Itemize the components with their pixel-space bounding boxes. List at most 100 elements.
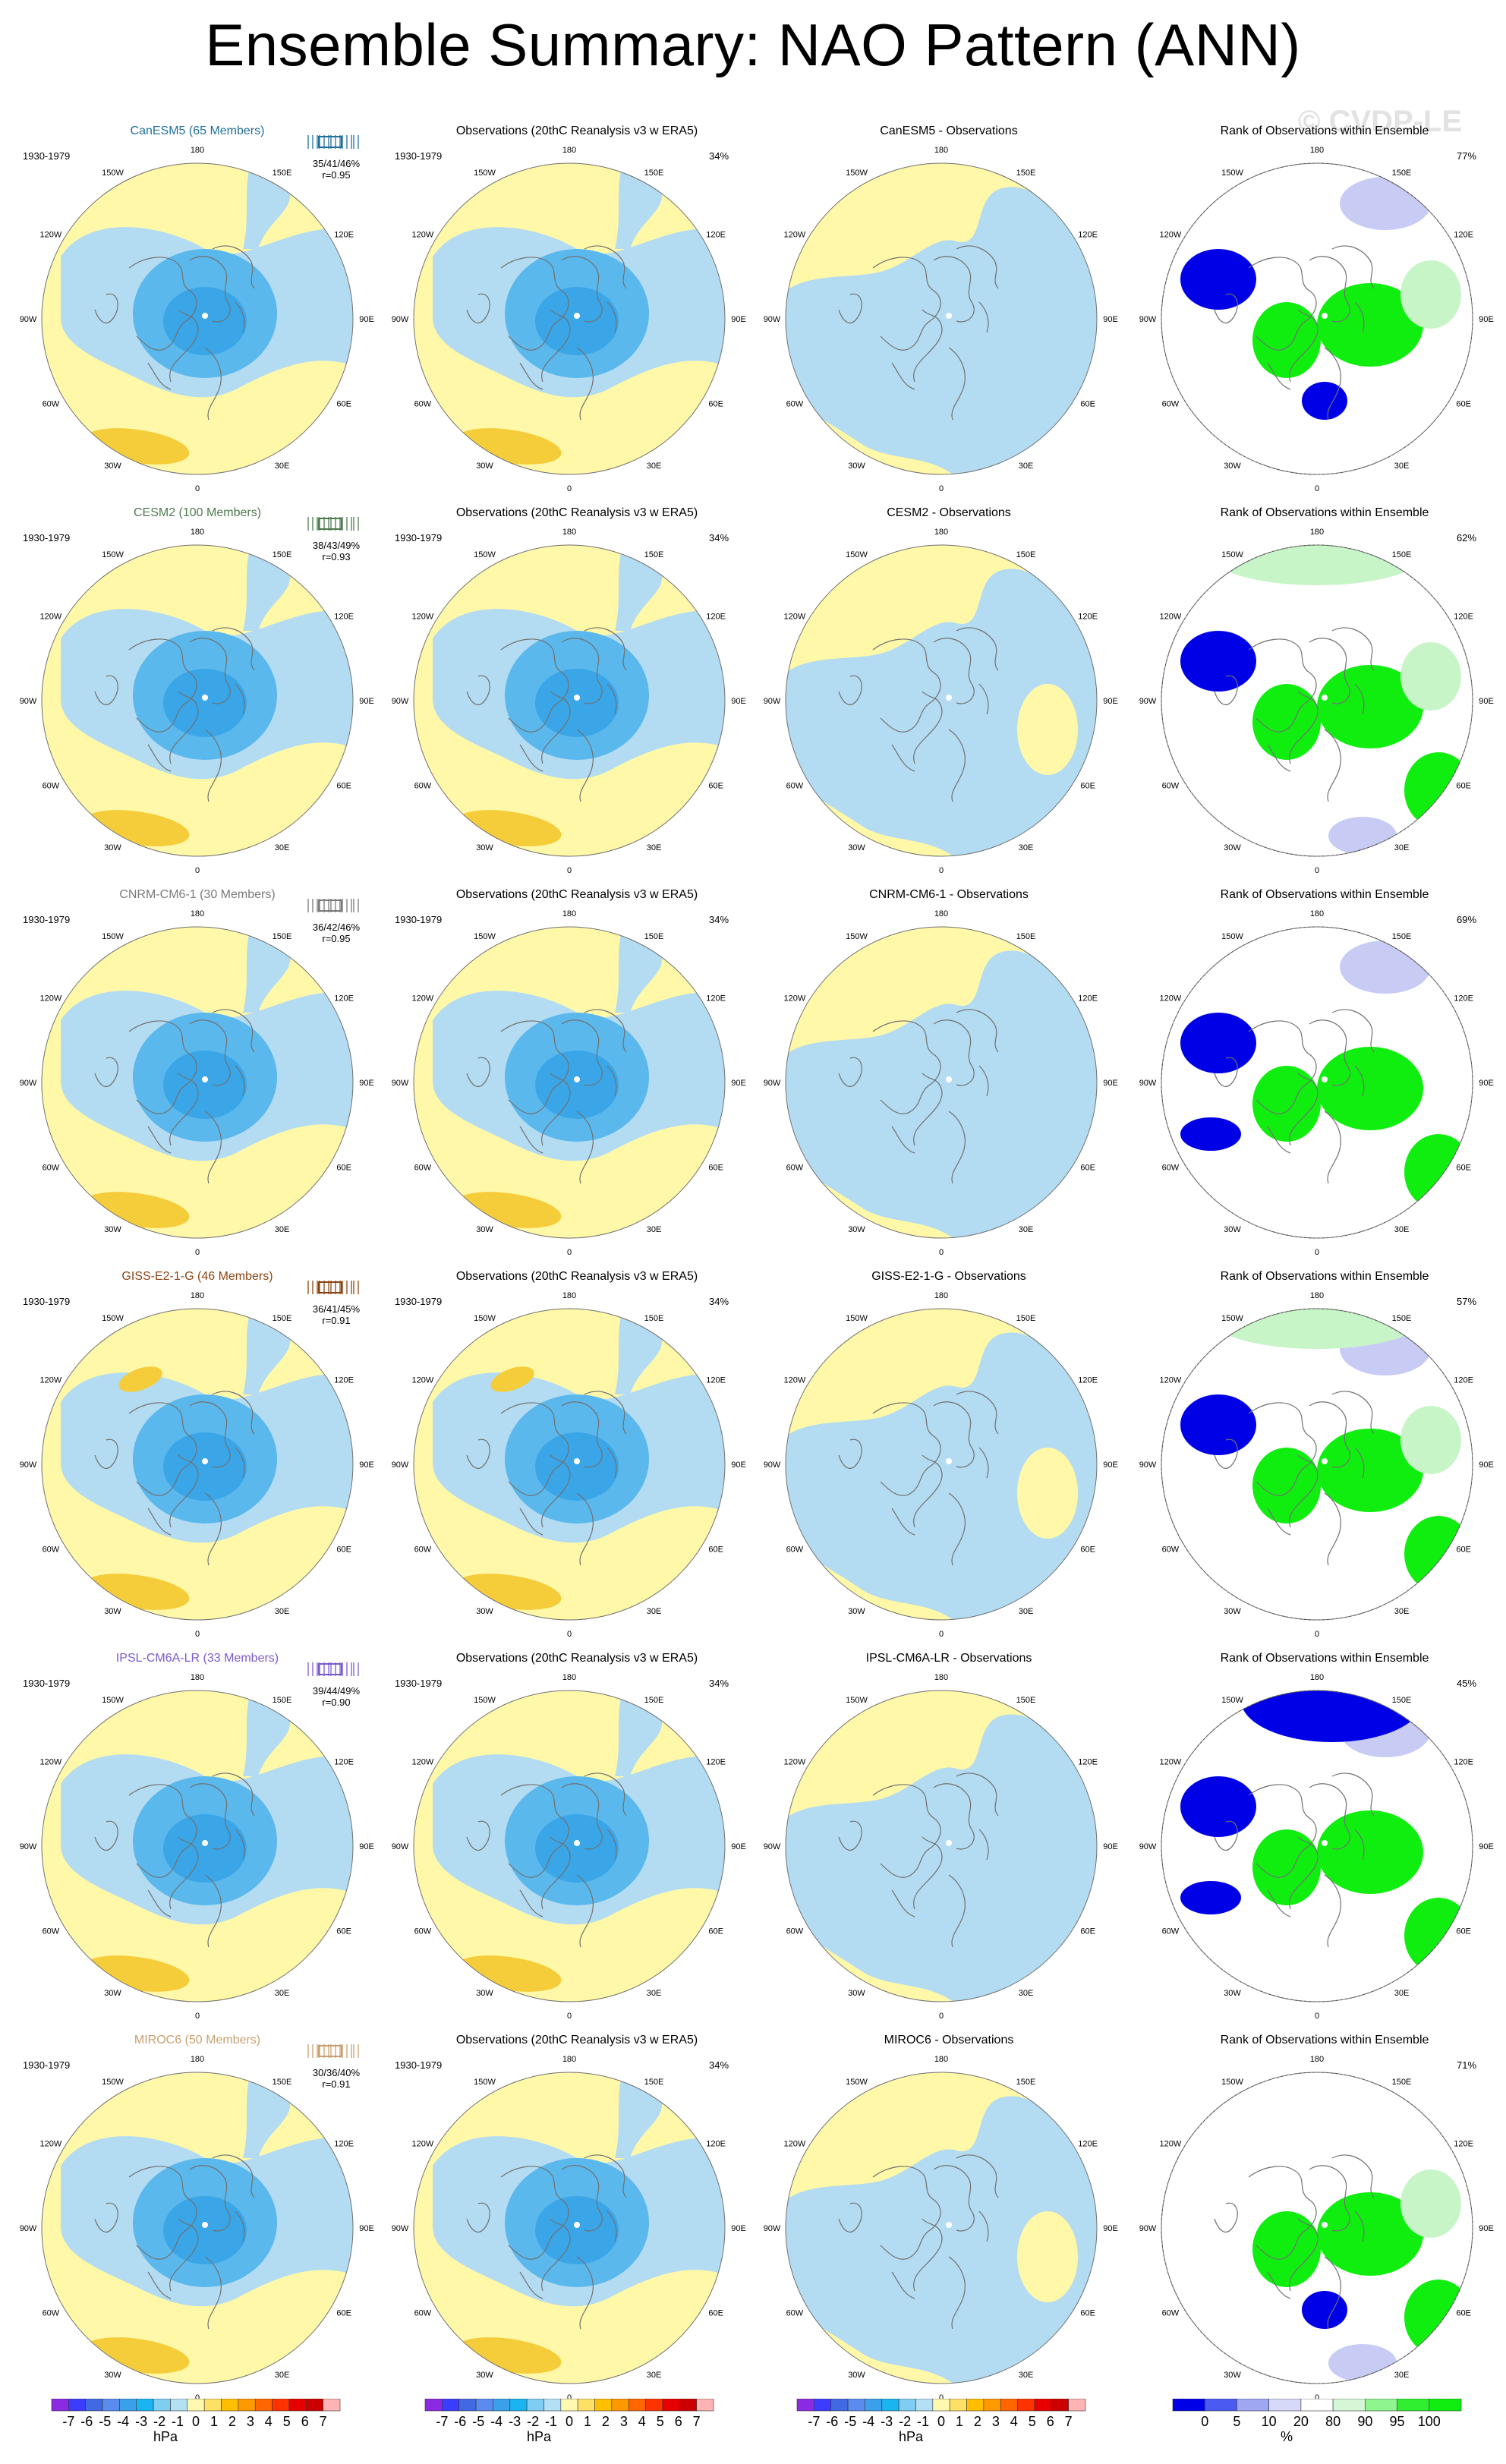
colorbar-unit: % [1281,2429,1293,2444]
colorbar-label: -2 [899,2414,911,2429]
lon-label: 60W [786,1164,804,1173]
lon-label: 30W [848,462,865,471]
colorbar-swatch [136,2398,154,2412]
lon-label: 60W [1162,1546,1180,1555]
model-panel: 180 150E 120E 90E 60E 30E 0 30W 60W 90W 120W 150W Ca… [15,120,380,499]
lon-label: 30E [1394,1607,1410,1616]
coastline [500,2166,569,2260]
lon-label: 180 [934,2055,948,2064]
colorbar-swatch [1365,2398,1397,2412]
rank-panel: 180 150E 120E 90E 60E 30E 0 30W 60W 90W 120W 150W Ra… [1135,120,1499,499]
coastline [561,1019,603,1086]
coastline [1214,293,1238,323]
obs-panel: 180 150E 120E 90E 60E 30E 0 30W 60W 90W 120W 150W Ob… [387,1265,751,1645]
obs-map: 180 150E 120E 90E 60E 30E 0 30W 60W 90W 120W 150W [392,2055,746,2403]
colorbar-swatch [847,2398,865,2412]
low-rank-region [1302,2291,1347,2329]
colorbar-swatch [1051,2398,1069,2412]
high-rank-region [1400,1406,1461,1474]
coastline [1289,309,1319,383]
coastline [561,1401,603,1468]
lon-label: 150E [1392,550,1412,559]
colorbar-label: 1 [210,2414,218,2429]
variance-explained: 34% [709,532,729,544]
lon-label: 30E [1394,2371,1410,2380]
colorbar-swatch [560,2398,578,2412]
coastline [94,1438,118,1469]
map-disc [1161,545,1473,856]
coastline [204,729,222,802]
obs-panel: 180 150E 120E 90E 60E 30E 0 30W 60W 90W 120W 150W Ob… [387,884,751,1263]
colorbar-swatch [865,2398,883,2412]
coastline [838,1057,862,1087]
low-rank-region [1302,382,1347,420]
colorbar-label: -6 [454,2414,466,2429]
map-rim [1161,2072,1473,2384]
map-rim [413,2072,726,2384]
lon-label: 60E [1456,2309,1471,2318]
lon-label: 120W [784,1376,806,1385]
member-boxplot [307,899,359,912]
coastline [169,1836,199,1910]
lon-label: 90E [731,1842,746,1851]
variance-stats: 38/43/49% [312,540,361,551]
low-rank-region [1180,1394,1256,1455]
colorbar-label: -5 [844,2414,856,2429]
lon-label: 150W [846,1696,868,1705]
lon-label: 90E [731,697,746,706]
coastline [1331,627,1375,671]
colorbar-swatch [1268,2398,1302,2412]
high-rank-region [1317,1810,1423,1894]
obs-panel: 180 150E 120E 90E 60E 30E 0 30W 60W 90W 120W 150W Ob… [387,502,751,881]
lon-label: 90E [1103,1079,1118,1088]
lon-label: 180 [562,1291,576,1300]
lon-label: 60W [1162,1164,1180,1173]
lon-label: 0 [939,1248,944,1257]
coastline [519,1126,543,1154]
lon-label: 0 [1315,484,1319,493]
lon-label: 150W [474,550,496,559]
lon-label: 90W [764,697,781,706]
negative-region [786,950,1097,1238]
coastline [1214,1057,1238,1087]
panel-title: Rank of Observations within Ensemble [1220,124,1429,137]
model-map: 180 150E 120E 90E 60E 30E 0 30W 60W 90W 120W 150W [20,2055,374,2403]
lon-label: 0 [939,484,944,493]
lon-label: 30W [476,2371,493,2380]
lon-label: 120W [1160,1758,1182,1767]
panel-title: MIROC6 - Observations [884,2034,1014,2047]
coastline [576,1111,594,1184]
map-rim [785,2072,1098,2384]
lon-label: 60W [1162,782,1180,791]
colorbar-swatch [662,2398,680,2412]
coastline [606,2210,617,2242]
negative-center [163,2196,247,2264]
coastline [584,245,627,289]
lon-label: 90E [731,1460,746,1470]
colorbar-swatch [645,2398,663,2412]
lon-label: 60W [1162,2309,1180,2318]
lon-label: 150W [1221,169,1243,178]
diff-map: 180 150E 120E 90E 60E 30E 0 30W 60W 90W 120W 150W [764,2055,1118,2403]
map-rim [1161,544,1473,857]
colorbar-swatch [628,2398,646,2412]
lon-label: 120E [706,1758,726,1767]
pole-marker [946,1458,952,1464]
coastline [1248,1020,1317,1114]
coastline [584,1391,627,1435]
coastline [606,1829,617,1861]
lon-label: 90E [1103,315,1118,324]
period-label: 1930-1979 [23,2059,71,2071]
colorbar-label: -2 [153,2414,165,2429]
lon-label: 90W [392,697,409,706]
lon-label: 0 [195,2393,200,2403]
lon-label: 90W [20,697,37,706]
rank-panel: 180 150E 120E 90E 60E 30E 0 30W 60W 90W 120W 150W Ra… [1135,502,1499,881]
lon-label: 60E [336,1546,351,1555]
diff-panel: 180 150E 120E 90E 60E 30E 0 30W 60W 90W 120W 150W Ca… [759,120,1123,499]
lon-label: 0 [195,1630,200,1639]
colorbar-label: 7 [693,2414,701,2429]
coastline [933,2165,975,2232]
colorbar-label: 4 [265,2414,273,2429]
lon-label: 150W [102,1696,124,1705]
